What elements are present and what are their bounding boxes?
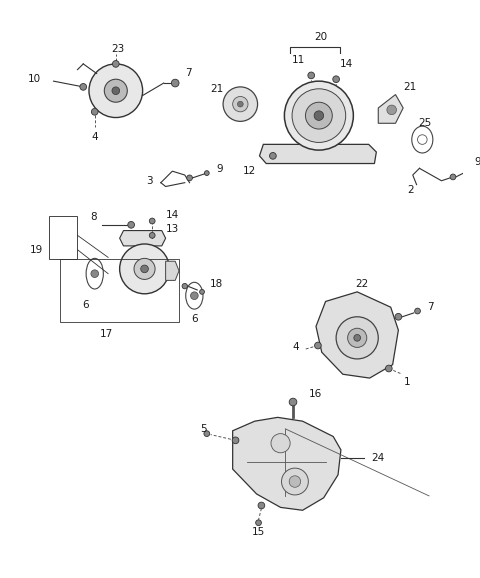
Circle shape (289, 398, 297, 406)
Circle shape (187, 175, 192, 181)
Text: 12: 12 (242, 166, 256, 176)
Circle shape (171, 79, 179, 87)
Circle shape (128, 221, 134, 228)
Circle shape (284, 81, 353, 150)
Text: 4: 4 (91, 132, 98, 142)
Circle shape (305, 102, 332, 129)
Circle shape (395, 313, 402, 320)
Circle shape (450, 174, 456, 180)
Text: 4: 4 (292, 342, 299, 353)
Circle shape (112, 87, 120, 95)
Circle shape (354, 335, 360, 341)
Circle shape (271, 434, 290, 453)
Circle shape (415, 308, 420, 314)
Polygon shape (316, 292, 398, 378)
Polygon shape (120, 231, 166, 246)
Circle shape (120, 244, 169, 294)
Circle shape (256, 520, 262, 525)
Circle shape (233, 97, 248, 112)
Circle shape (204, 431, 210, 436)
Text: 9: 9 (474, 157, 480, 166)
Circle shape (200, 290, 204, 294)
Text: 15: 15 (252, 527, 265, 538)
Circle shape (270, 153, 276, 159)
Text: 21: 21 (210, 84, 223, 94)
Text: 18: 18 (210, 279, 223, 289)
Polygon shape (378, 95, 403, 123)
Text: 24: 24 (372, 453, 385, 462)
Text: 21: 21 (403, 82, 417, 92)
Circle shape (258, 502, 265, 509)
Polygon shape (166, 261, 179, 280)
Text: 7: 7 (185, 68, 192, 79)
Text: 22: 22 (355, 279, 369, 289)
Text: 7: 7 (427, 302, 434, 312)
Circle shape (134, 258, 155, 279)
Circle shape (141, 265, 148, 273)
Text: 2: 2 (407, 186, 414, 195)
Text: 11: 11 (292, 55, 305, 65)
Text: 17: 17 (100, 329, 113, 339)
Circle shape (470, 167, 475, 172)
Circle shape (91, 270, 98, 277)
Circle shape (292, 89, 346, 142)
Circle shape (91, 109, 98, 115)
Text: 25: 25 (419, 118, 432, 128)
Circle shape (204, 171, 209, 176)
Circle shape (80, 84, 86, 90)
Circle shape (281, 468, 308, 495)
Text: 13: 13 (166, 224, 179, 234)
Text: 5: 5 (200, 424, 207, 434)
Circle shape (238, 101, 243, 107)
Circle shape (289, 476, 300, 487)
Circle shape (348, 328, 367, 347)
Text: 10: 10 (28, 74, 41, 84)
Circle shape (223, 87, 258, 121)
Circle shape (232, 437, 239, 444)
Text: 19: 19 (30, 244, 43, 255)
Text: 20: 20 (314, 32, 327, 42)
Text: 6: 6 (82, 301, 88, 310)
Circle shape (385, 365, 392, 372)
Circle shape (387, 105, 396, 114)
Circle shape (149, 218, 155, 224)
Circle shape (104, 79, 127, 102)
Polygon shape (233, 417, 341, 510)
Circle shape (182, 283, 188, 289)
Text: 9: 9 (216, 164, 223, 174)
Text: 23: 23 (111, 43, 124, 54)
Text: 14: 14 (340, 59, 353, 69)
Text: 16: 16 (309, 390, 323, 399)
Text: 8: 8 (90, 212, 96, 222)
Circle shape (149, 232, 155, 238)
Circle shape (308, 72, 314, 79)
Text: 1: 1 (404, 377, 411, 387)
Text: 14: 14 (166, 210, 179, 220)
Text: 6: 6 (191, 314, 198, 324)
Text: 3: 3 (146, 176, 153, 186)
Circle shape (112, 61, 119, 67)
Circle shape (314, 111, 324, 120)
Circle shape (336, 317, 378, 359)
Polygon shape (260, 144, 376, 164)
Circle shape (191, 292, 198, 299)
Circle shape (89, 64, 143, 117)
Circle shape (333, 76, 339, 83)
Circle shape (314, 342, 321, 349)
